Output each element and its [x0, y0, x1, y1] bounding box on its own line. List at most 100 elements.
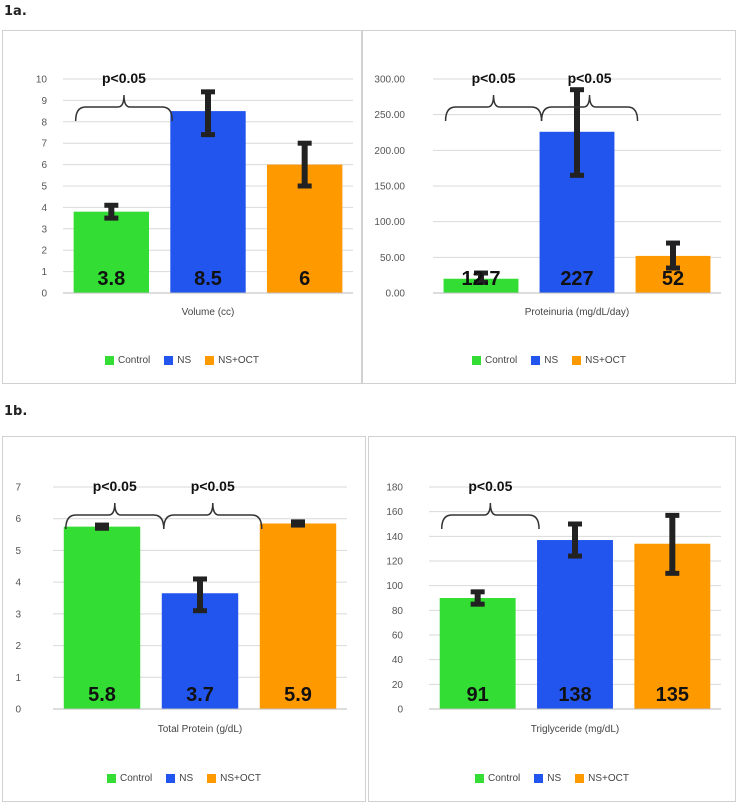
bar-ns: [537, 540, 613, 709]
y-tick-label: 4: [15, 578, 21, 589]
significance-bracket: [444, 94, 543, 122]
significance-label: p<0.05: [468, 478, 512, 494]
legend-item: Control: [472, 355, 517, 366]
x-axis-label: Proteinuria (mg/dL/day): [525, 307, 630, 318]
chart-total-protein: 0 1 2 3 4 5 6 7 5.8 3.7 5.9 Total Protein (g/dL) p<0…: [15, 478, 347, 735]
legend: Control NS NS+OCT: [3, 355, 361, 366]
bar-control: [63, 526, 141, 709]
bar-nsoct: [259, 523, 337, 709]
y-tick-label: 5: [41, 182, 47, 193]
chart-panel-volume: 0 1 2 3 4 5 6 7 8 9 10 3.8 8.5 6 Volume (cc) p<0.05 Con…: [2, 30, 362, 384]
y-tick-label: 300.00: [374, 75, 405, 86]
y-tick-label: 5: [15, 546, 21, 557]
chart-proteinuria: 0.00 50.00 100.00 150.00 200.00 250.00 300.00 1…: [374, 70, 721, 318]
legend-item: NS: [166, 773, 193, 784]
legend-swatch: [105, 356, 114, 365]
legend-swatch: [166, 774, 176, 783]
data-label: 227: [560, 268, 593, 290]
y-tick-label: 20: [392, 680, 404, 691]
legend-label: Control: [488, 773, 521, 784]
bar-ns: [170, 111, 246, 293]
y-tick-label: 2: [41, 246, 47, 257]
legend: Control NS NS+OCT: [363, 355, 735, 366]
significance-label: p<0.05: [472, 70, 516, 86]
y-tick-label: 7: [15, 483, 21, 494]
y-tick-label: 8: [41, 117, 47, 128]
legend-item: NS: [534, 773, 561, 784]
legend-item: Control: [107, 773, 152, 784]
y-tick-label: 100.00: [374, 217, 405, 228]
section-label-1a: 1a.: [4, 4, 27, 19]
y-tick-label: 7: [41, 139, 47, 150]
y-tick-label: 0: [15, 705, 21, 716]
bar-control: [439, 598, 516, 709]
data-label: 5.9: [284, 684, 312, 706]
x-axis-label: Total Protein (g/dL): [158, 724, 243, 735]
significance-label: p<0.05: [102, 70, 146, 86]
legend-label: NS: [544, 355, 559, 366]
y-tick-label: 50.00: [380, 253, 405, 264]
y-tick-label: 0: [41, 289, 47, 300]
data-label: 3.7: [186, 684, 214, 706]
legend-label: NS+OCT: [218, 355, 259, 366]
y-tick-label: 180: [386, 483, 403, 494]
legend-swatch: [472, 356, 481, 365]
significance-label: p<0.05: [93, 478, 137, 494]
y-tick-label: 60: [392, 631, 404, 642]
x-axis-label: Volume (cc): [182, 307, 235, 318]
significance-bracket: [74, 94, 174, 122]
legend-item: NS+OCT: [575, 773, 629, 784]
significance-label: p<0.05: [191, 478, 235, 494]
chart-panel-total-protein: 0 1 2 3 4 5 6 7 5.8 3.7 5.9 Total Protein (g/dL) p<0…: [2, 436, 366, 802]
data-label: 6: [299, 268, 310, 290]
legend-label: NS: [177, 355, 192, 366]
chart-volume: 0 1 2 3 4 5 6 7 8 9 10 3.8 8.5 6 Volume (cc) p<0.05: [36, 70, 353, 318]
legend-item: NS: [164, 355, 191, 366]
chart-panel-triglyceride: 0 20 40 60 80 100 120 140 160 180 91 138 135 Triglyce…: [368, 436, 736, 802]
y-tick-label: 4: [41, 203, 47, 214]
legend-label: Control: [485, 355, 518, 366]
significance-bracket: [540, 94, 639, 122]
y-tick-label: 40: [392, 655, 404, 666]
legend-item: NS+OCT: [207, 773, 261, 784]
legend: Control NS NS+OCT: [369, 773, 735, 784]
chart-panel-proteinuria: 0.00 50.00 100.00 150.00 200.00 250.00 300.00 1…: [362, 30, 736, 384]
legend: Control NS NS+OCT: [3, 773, 365, 784]
legend-swatch: [205, 356, 215, 365]
y-tick-label: 3: [41, 224, 47, 235]
legend-item: Control: [105, 355, 150, 366]
legend-label: Control: [120, 773, 153, 784]
y-tick-label: 10: [36, 75, 48, 86]
y-tick-label: 80: [392, 606, 404, 617]
legend-label: NS+OCT: [220, 773, 261, 784]
section-label-1b: 1b.: [4, 404, 28, 419]
data-label: 12.7: [462, 268, 501, 290]
legend-label: NS: [179, 773, 194, 784]
y-tick-label: 1: [15, 673, 21, 684]
legend-swatch: [534, 774, 544, 783]
y-tick-label: 160: [386, 507, 403, 518]
legend-label: NS: [547, 773, 562, 784]
y-tick-label: 200.00: [374, 146, 405, 157]
y-tick-label: 150.00: [374, 182, 405, 193]
significance-bracket: [440, 502, 540, 530]
chart-triglyceride: 0 20 40 60 80 100 120 140 160 180 91 138 135 Triglyce…: [386, 478, 721, 735]
y-tick-label: 1: [41, 267, 47, 278]
legend-label: NS+OCT: [588, 773, 629, 784]
y-tick-label: 2: [15, 641, 21, 652]
x-axis-label: Triglyceride (mg/dL): [531, 724, 620, 735]
legend-item: Control: [475, 773, 520, 784]
y-tick-label: 0: [397, 705, 403, 716]
legend-swatch: [475, 774, 484, 783]
data-label: 8.5: [194, 268, 222, 290]
y-tick-label: 120: [386, 557, 403, 568]
legend-swatch: [531, 356, 541, 365]
bar-control: [443, 278, 519, 293]
data-label: 138: [558, 684, 591, 706]
legend-swatch: [572, 356, 582, 365]
data-label: 52: [662, 268, 684, 290]
y-tick-label: 140: [386, 532, 403, 543]
bar-control: [73, 211, 150, 293]
legend-label: Control: [118, 355, 151, 366]
significance-label: p<0.05: [568, 70, 612, 86]
